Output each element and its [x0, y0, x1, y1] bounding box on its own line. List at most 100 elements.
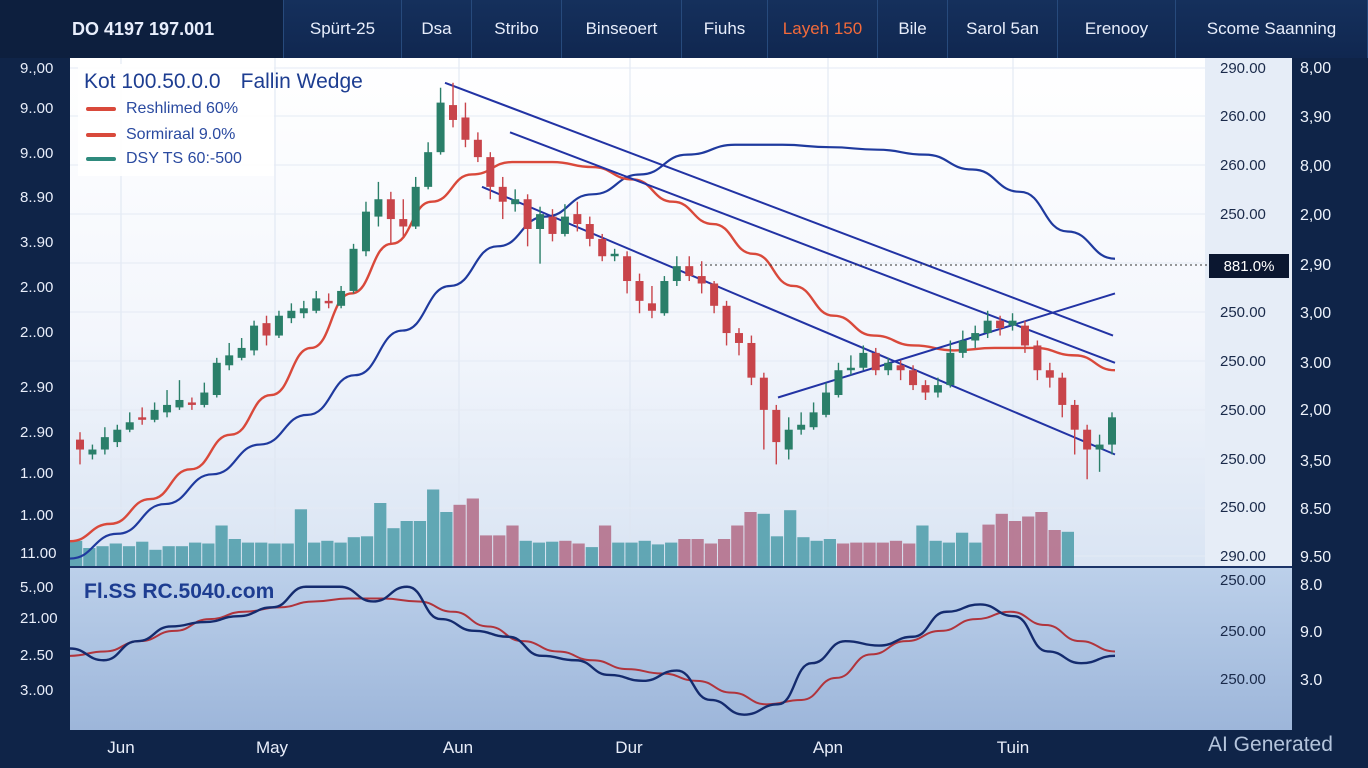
candle-body-58 — [784, 429, 793, 450]
candle-body-62 — [834, 370, 843, 396]
legend-swatch-1 — [86, 107, 116, 111]
legend-swatch-2 — [86, 133, 116, 137]
candle-body-50 — [685, 266, 694, 277]
legend-label-2: Sormiraal 9.0% — [126, 126, 236, 143]
candle-body-73 — [971, 333, 980, 341]
candle-body-5 — [125, 422, 134, 430]
candle-body-15 — [250, 325, 259, 351]
toolbar-item-8[interactable]: Bile — [878, 0, 948, 58]
candle-body-56 — [759, 377, 768, 410]
candle-body-78 — [1033, 345, 1042, 371]
sub-left-label-3: 2..50 — [20, 647, 53, 664]
x-axis-label-6: Tuin — [997, 738, 1029, 757]
volume-bar-17 — [281, 543, 294, 566]
trend-line-4 — [777, 292, 1116, 399]
moving-average-blue — [69, 143, 1116, 560]
volume-bar-54 — [770, 536, 784, 566]
candle-body-36 — [511, 199, 520, 205]
far-right-label-7: 3.00 — [1300, 355, 1331, 372]
volume-bar-5 — [122, 546, 136, 566]
candle-body-46 — [635, 281, 644, 301]
legend-item-3[interactable]: DSY TS 60:-500 — [86, 150, 242, 168]
volume-bar-15 — [255, 542, 268, 566]
volume-bar-42 — [612, 542, 625, 566]
toolbar-item-7[interactable]: Layeh 150 — [768, 0, 878, 58]
candle-body-67 — [896, 365, 905, 371]
candle-body-6 — [138, 417, 147, 420]
oscillator-main-line — [69, 585, 1116, 716]
candle-body-84 — [1108, 417, 1116, 445]
volume-bar-58 — [823, 539, 836, 566]
toolbar-item-4[interactable]: Stribo — [472, 0, 562, 58]
volume-bar-18 — [294, 509, 308, 566]
candle-body-12 — [212, 362, 221, 396]
candle-body-80 — [1058, 377, 1067, 405]
candle-body-51 — [697, 276, 706, 284]
x-axis-label-2: May — [256, 738, 289, 757]
candle-body-8 — [163, 404, 172, 413]
pattern-label: Fallin Wedge — [240, 70, 363, 93]
left-axis-label-8: 2..90 — [20, 379, 53, 396]
volume-bar-62 — [876, 542, 889, 566]
far-right-label-6: 3,00 — [1300, 305, 1331, 322]
volume-bar-34 — [506, 525, 519, 566]
price-axis-label-4: 250.00 — [1220, 206, 1266, 223]
legend-label-3: DSY TS 60:-500 — [126, 150, 242, 167]
toolbar-item-3[interactable]: Dsa — [402, 0, 472, 58]
volume-bar-40 — [585, 547, 598, 566]
volume-bar-10 — [189, 542, 202, 566]
volume-bar-24 — [374, 503, 387, 566]
volume-bar-65 — [916, 525, 929, 566]
volume-bar-36 — [532, 542, 546, 566]
volume-bar-4 — [109, 543, 122, 566]
candle-body-29 — [424, 152, 433, 187]
candle-body-4 — [113, 429, 122, 443]
candle-body-32 — [461, 117, 470, 140]
volume-bar-69 — [969, 542, 982, 566]
legend-item-2[interactable]: Sormiraal 9.0% — [86, 126, 235, 144]
title-symbol: Kot 100.50.0.0 — [84, 70, 221, 93]
volume-bar-12 — [215, 525, 228, 566]
far-right-label-2: 3,90 — [1300, 109, 1331, 126]
x-axis-label-4: Dur — [615, 738, 643, 757]
volume-bar-59 — [836, 543, 850, 566]
volume-bar-9 — [175, 546, 189, 566]
volume-bar-11 — [202, 543, 215, 566]
toolbar-item-9[interactable]: Sarol 5an — [948, 0, 1058, 58]
volume-bar-21 — [334, 542, 347, 566]
candle-body-41 — [573, 214, 582, 225]
volume-bar-30 — [453, 504, 466, 566]
volume-bar-63 — [889, 540, 903, 566]
sub-price-label-3: 250.00 — [1220, 671, 1266, 688]
candle-body-39 — [548, 216, 557, 234]
candle-body-33 — [473, 139, 482, 158]
legend-item-1[interactable]: Reshlimed 60% — [86, 100, 238, 118]
toolbar-item-2[interactable]: Spürt-25 — [284, 0, 402, 58]
volume-bar-49 — [704, 543, 717, 566]
volume-bar-39 — [572, 543, 585, 566]
x-axis-label-1: Jun — [107, 738, 134, 757]
panel-separator[interactable] — [70, 566, 1292, 569]
price-axis-label-9: 250.00 — [1220, 499, 1266, 516]
candle-body-48 — [660, 281, 669, 314]
volume-bar-25 — [387, 528, 400, 566]
sub-far-right-label-1: 8.0 — [1300, 577, 1322, 594]
trend-line-1 — [444, 81, 1114, 337]
price-axis-label-3: 260.00 — [1220, 157, 1266, 174]
sub-price-label-2: 250.00 — [1220, 623, 1266, 640]
candle-body-69 — [921, 385, 930, 393]
toolbar-item-6[interactable]: Fiuhs — [682, 0, 768, 58]
oscillator-panel[interactable] — [70, 568, 1292, 730]
far-right-label-11: 9.50 — [1300, 549, 1331, 566]
candle-body-72 — [958, 340, 967, 353]
volume-bar-53 — [757, 513, 770, 566]
far-right-label-5: 2,90 — [1300, 257, 1331, 274]
candle-body-11 — [200, 392, 209, 405]
toolbar-item-5[interactable]: Binseoert — [562, 0, 682, 58]
candle-body-7 — [150, 409, 159, 420]
toolbar-item-10[interactable]: Erenooy — [1058, 0, 1176, 58]
left-axis-label-10: 1..00 — [20, 465, 53, 482]
sub-left-label-2: 21.00 — [20, 610, 58, 627]
candle-body-34 — [486, 157, 495, 187]
volume-bar-27 — [413, 521, 427, 566]
